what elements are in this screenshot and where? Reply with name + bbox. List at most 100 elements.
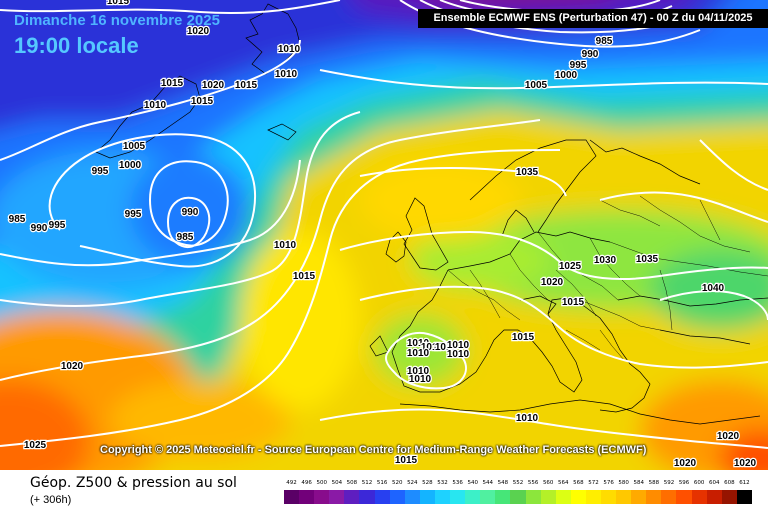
legend-value: 584: [633, 480, 645, 486]
borders: [447, 195, 768, 361]
isobar-label: 1015: [562, 297, 585, 308]
isobar-label: 1020: [61, 361, 84, 372]
isobar-label: 1000: [119, 160, 142, 171]
legend-swatch: [616, 490, 632, 504]
legend-value: 612: [739, 480, 750, 486]
legend-swatch: [495, 490, 511, 504]
legend-value: 596: [678, 480, 690, 486]
legend-swatch: [676, 490, 692, 504]
legend-value: 552: [512, 480, 524, 486]
legend-value: 524: [407, 480, 418, 486]
isobar-label: 1025: [559, 261, 582, 272]
legend-swatch: [525, 490, 541, 504]
legend-swatch: [646, 490, 662, 504]
legend-value: 500: [316, 480, 327, 486]
legend-swatch: [736, 490, 752, 504]
lead-time: (+ 306h): [30, 494, 72, 506]
isobar-label: 1020: [734, 458, 757, 469]
isobar-label: 1010: [447, 340, 470, 351]
isobar-label: 1020: [541, 277, 564, 288]
isobar-label: 985: [9, 214, 26, 225]
isobar-label: 995: [125, 209, 142, 220]
isobar-label: 1010: [144, 100, 167, 111]
isobar-label: 985: [177, 232, 194, 243]
isobar-label: 1015: [191, 96, 214, 107]
legend-value: 536: [452, 480, 463, 486]
legend-swatch: [570, 490, 586, 504]
weather-map: 1015 1020 1010 1010 1015 1020 1015 1010 1015 1005…: [0, 0, 768, 470]
isobar-label: 995: [570, 60, 587, 71]
isobar-label: 1000: [555, 70, 578, 81]
legend-swatch: [314, 490, 330, 504]
legend-value: 560: [542, 480, 554, 486]
isobar-label: 1010: [407, 348, 430, 359]
isobar-label: 1005: [123, 141, 146, 152]
legend-value: 528: [422, 480, 433, 486]
isobar-label: 1010: [407, 366, 430, 377]
legend-value: 576: [603, 480, 614, 486]
copyright-text: Copyright © 2025 Meteociel.fr - Source E…: [100, 444, 647, 456]
legend-value: 580: [618, 480, 629, 486]
isobar-label: 990: [582, 49, 599, 60]
legend-value: 600: [693, 480, 705, 486]
isobar-label: 1010: [274, 240, 297, 251]
legend-swatch: [585, 490, 601, 504]
isobar-label: 1010: [275, 69, 298, 80]
model-run-label: Ensemble ECMWF ENS (Perturbation 47) - 0…: [418, 9, 768, 28]
isobar-label: 1010: [407, 338, 430, 349]
legend-value: 520: [391, 480, 403, 486]
legend-value: 540: [467, 480, 478, 486]
legend-swatch: [434, 490, 451, 504]
legend-bar: [284, 490, 752, 504]
legend-value: 564: [558, 480, 569, 486]
isobar-label: 1005: [525, 80, 548, 91]
forecast-date: Dimanche 16 novembre 2025: [14, 12, 220, 29]
isobar-label: 1030: [594, 255, 617, 266]
legend-value: 568: [573, 480, 584, 486]
legend-swatch: [631, 490, 647, 504]
isobar-label: 1020: [674, 458, 697, 469]
parameter-title: Géop. Z500 & pression au sol: [30, 475, 237, 491]
legend-value: 608: [724, 480, 735, 486]
isobar-lines: [0, 0, 768, 448]
legend-value: 588: [648, 480, 660, 486]
isobar-label: 1010: [516, 413, 539, 424]
legend-swatch: [359, 490, 375, 504]
forecast-time: 19:00 locale: [14, 33, 139, 58]
isobar-label: 1020: [187, 26, 210, 37]
isobar-label: 1035: [636, 254, 659, 265]
legend-value: 512: [361, 480, 373, 486]
isobar-label: 1015: [293, 271, 316, 282]
isobar-label: 1010: [447, 349, 470, 360]
color-legend: 492 496 500 504 508 512 516 520 524 528 532 536 540 5…: [284, 480, 752, 504]
legend-swatch: [284, 490, 300, 504]
legend-swatch: [344, 490, 360, 504]
legend-swatch: [374, 490, 390, 504]
legend-value: 592: [663, 480, 675, 486]
isobar-label: 1015: [512, 332, 535, 343]
coastlines: [95, 3, 768, 425]
legend-swatch: [419, 490, 435, 504]
isobar-label: 1015: [395, 455, 418, 466]
legend-value: 508: [346, 480, 358, 486]
isobar-label: 985: [596, 36, 613, 47]
isobar-label: 1025: [24, 440, 47, 451]
isobar-label: 1010: [409, 374, 432, 385]
isobar-label: 1015: [161, 78, 184, 89]
isobar-label: 1010: [435, 342, 458, 353]
legend-swatch: [721, 490, 737, 504]
isobar-label: 1010: [278, 44, 301, 55]
legend-swatch: [299, 490, 315, 504]
isobar-label: 1010: [421, 342, 444, 353]
legend-value: 496: [301, 480, 312, 486]
legend-value: 604: [709, 480, 720, 486]
legend-swatch: [465, 490, 481, 504]
legend-value: 556: [527, 480, 539, 486]
legend-swatch: [389, 490, 405, 504]
legend-value: 504: [331, 480, 343, 486]
legend-swatch: [329, 490, 345, 504]
isobar-label: 995: [49, 220, 66, 231]
legend-swatch: [404, 490, 420, 504]
legend-swatch: [510, 490, 526, 504]
legend-value: 492: [286, 480, 297, 486]
